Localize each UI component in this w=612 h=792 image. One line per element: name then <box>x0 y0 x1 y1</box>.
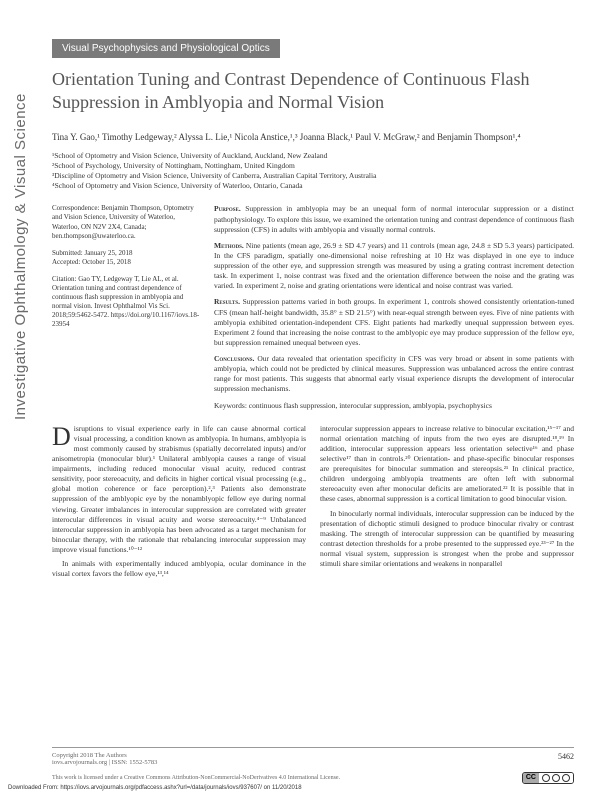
page-number: 5462 <box>558 752 574 766</box>
downloaded-from: Downloaded From: https://iovs.arvojourna… <box>8 785 302 791</box>
abstract-row: Correspondence: Benjamin Thompson, Optom… <box>52 204 574 409</box>
body-p3: interocular suppression appears to incre… <box>320 424 574 505</box>
article-title: Orientation Tuning and Contrast Dependen… <box>52 68 574 115</box>
abstract-methods: Methods. Nine patients (mean age, 26.9 ±… <box>214 241 574 292</box>
body-p1-text: isruptions to visual experience early in… <box>52 424 306 555</box>
license-row: This work is licensed under a Creative C… <box>52 772 574 784</box>
authors: Tina Y. Gao,¹ Timothy Ledgeway,² Alyssa … <box>52 131 574 144</box>
cc-badge-icon: CC <box>522 772 574 784</box>
license-text: This work is licensed under a Creative C… <box>52 775 340 781</box>
abstract-results: Results. Suppression patterns varied in … <box>214 297 574 348</box>
issn: iovs.arvojournals.org | ISSN: 1552-5783 <box>52 759 157 766</box>
affiliation-3: ³Discipline of Optometry and Vision Scie… <box>52 171 574 181</box>
cc-icons <box>539 773 573 783</box>
category-badge: Visual Psychophysics and Physiological O… <box>52 39 280 58</box>
citation-block: Citation: Gao TY, Ledgeway T, Lie AL, et… <box>52 275 200 330</box>
keywords: Keywords: continuous flash suppression, … <box>214 401 574 410</box>
body-col-1: Disruptions to visual experience early i… <box>52 424 306 584</box>
abstract-conclusions-text: Our data revealed that orientation speci… <box>214 354 574 393</box>
affiliation-1: ¹School of Optometry and Vision Science,… <box>52 151 574 161</box>
footer: Copyright 2018 The Authors iovs.arvojour… <box>52 747 574 766</box>
affiliation-4: ⁴School of Optometry and Vision Science,… <box>52 181 574 191</box>
dates-block: Submitted: January 25, 2018 Accepted: Oc… <box>52 249 200 267</box>
abstract-methods-text: Nine patients (mean age, 26.9 ± SD 4.7 y… <box>214 241 574 291</box>
correspondence-block: Correspondence: Benjamin Thompson, Optom… <box>52 204 200 240</box>
body-p1: Disruptions to visual experience early i… <box>52 424 306 556</box>
body-p4: In binocularly normal individuals, inter… <box>320 509 574 570</box>
footer-left: Copyright 2018 The Authors iovs.arvojour… <box>52 752 157 766</box>
copyright: Copyright 2018 The Authors <box>52 752 157 759</box>
body-text: Disruptions to visual experience early i… <box>52 424 574 584</box>
abstract-purpose: Purpose. Suppression in amblyopia may be… <box>214 204 574 234</box>
abstract-conclusions: Conclusions. Our data revealed that orie… <box>214 354 574 395</box>
abstract-purpose-text: Suppression in amblyopia may be an unequ… <box>214 204 574 233</box>
dropcap: D <box>52 424 74 448</box>
affiliations: ¹School of Optometry and Vision Science,… <box>52 151 574 190</box>
body-p2: In animals with experimentally induced a… <box>52 559 306 579</box>
abstract-col: Purpose. Suppression in amblyopia may be… <box>214 204 574 409</box>
cc-label: CC <box>523 773 539 783</box>
journal-sidebar: Investigative Ophthalmology & Visual Sci… <box>12 93 29 420</box>
correspondence-col: Correspondence: Benjamin Thompson, Optom… <box>52 204 200 409</box>
abstract-results-text: Suppression patterns varied in both grou… <box>214 297 574 347</box>
body-col-2: interocular suppression appears to incre… <box>320 424 574 584</box>
affiliation-2: ²School of Psychology, University of Not… <box>52 161 574 171</box>
page-content: Visual Psychophysics and Physiological O… <box>52 0 574 583</box>
